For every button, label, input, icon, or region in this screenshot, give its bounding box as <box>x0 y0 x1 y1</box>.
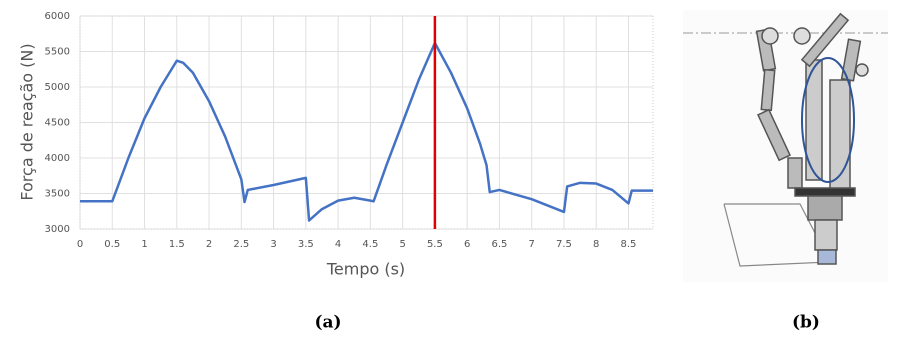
y-tick-label: 5500 <box>45 47 70 58</box>
x-tick-label: 0.5 <box>104 239 120 250</box>
x-tick-label: 5.5 <box>427 239 443 250</box>
x-tick-label: 6.5 <box>491 239 507 250</box>
x-tick-label: 2 <box>206 239 212 250</box>
x-tick-label: 3 <box>270 239 276 250</box>
x-tick-label: 3.5 <box>298 239 314 250</box>
x-axis-label: Tempo (s) <box>326 260 405 279</box>
x-tick-label: 1 <box>141 239 147 250</box>
figure: Tempo (s) Força de reação (N) (a) (b) 30… <box>0 0 923 343</box>
y-tick-label: 4000 <box>45 153 70 164</box>
x-tick-label: 7.5 <box>556 239 572 250</box>
x-tick-label: 2.5 <box>233 239 249 250</box>
x-tick-label: 6 <box>464 239 470 250</box>
x-tick-label: 8.5 <box>621 239 637 250</box>
y-tick-label: 4500 <box>45 118 70 129</box>
robot-illustration <box>683 10 888 282</box>
x-tick-label: 1.5 <box>169 239 185 250</box>
x-tick-label: 5 <box>399 239 405 250</box>
y-tick-label: 6000 <box>45 11 70 22</box>
y-tick-label: 5000 <box>45 82 70 93</box>
x-tick-label: 4.5 <box>362 239 378 250</box>
x-tick-label: 0 <box>77 239 83 250</box>
caption: (a) <box>314 313 341 333</box>
x-tick-label: 8 <box>593 239 599 250</box>
x-tick-label: 4 <box>335 239 341 250</box>
x-tick-label: 7 <box>529 239 535 250</box>
y-tick-label: 3500 <box>45 189 70 200</box>
caption: (b) <box>792 313 820 333</box>
y-tick-label: 3000 <box>45 224 70 235</box>
y-axis-label: Força de reação (N) <box>18 43 37 200</box>
